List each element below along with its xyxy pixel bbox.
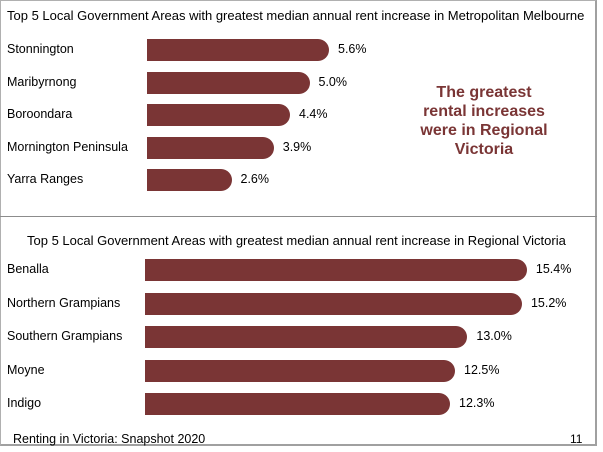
bar — [147, 71, 310, 94]
data-label: 12.5% — [464, 362, 500, 377]
bar — [147, 169, 232, 191]
data-label: 4.4% — [299, 107, 328, 121]
data-label: 15.4% — [535, 262, 572, 276]
bar — [145, 259, 527, 281]
callout-text: The greatest rental increases were in Re… — [404, 83, 564, 159]
bar — [145, 326, 468, 348]
category-label: Indigo — [7, 396, 42, 410]
data-label: 12.3% — [459, 396, 495, 410]
data-label: 5.0% — [318, 74, 348, 89]
data-label: 3.9% — [282, 139, 312, 154]
category-label: Maribyrnong — [7, 74, 77, 89]
data-label: 15.2% — [530, 295, 567, 310]
metro-chart-title: Top 5 Local Government Areas with greate… — [7, 8, 585, 23]
bar — [147, 39, 329, 61]
category-label: Moyne — [7, 362, 45, 377]
section-divider — [0, 216, 597, 217]
bar — [147, 136, 274, 159]
bar — [145, 393, 451, 415]
category-label: Benalla — [7, 262, 49, 276]
category-label: Boroondara — [7, 107, 73, 121]
data-label: 2.6% — [240, 172, 270, 186]
page-number: 11 — [570, 432, 583, 446]
category-label: Southern Grampians — [7, 329, 123, 343]
callout-line: The greatest — [436, 84, 532, 101]
footer-source: Renting in Victoria: Snapshot 2020 — [13, 432, 206, 446]
bar — [145, 359, 455, 382]
callout-line: were in Regional — [420, 122, 548, 139]
callout-line: rental increases — [423, 103, 545, 120]
category-label: Stonnington — [7, 42, 74, 56]
bar — [147, 104, 290, 126]
slide-frame — [0, 0, 597, 446]
regional-chart-title: Top 5 Local Government Areas with greate… — [27, 233, 566, 248]
category-label: Northern Grampians — [7, 295, 121, 310]
category-label: Mornington Peninsula — [7, 139, 128, 154]
callout-line: Victoria — [454, 141, 514, 158]
data-label: 5.6% — [338, 42, 367, 56]
category-label: Yarra Ranges — [7, 172, 84, 186]
bar — [145, 292, 522, 315]
data-label: 13.0% — [476, 329, 512, 343]
